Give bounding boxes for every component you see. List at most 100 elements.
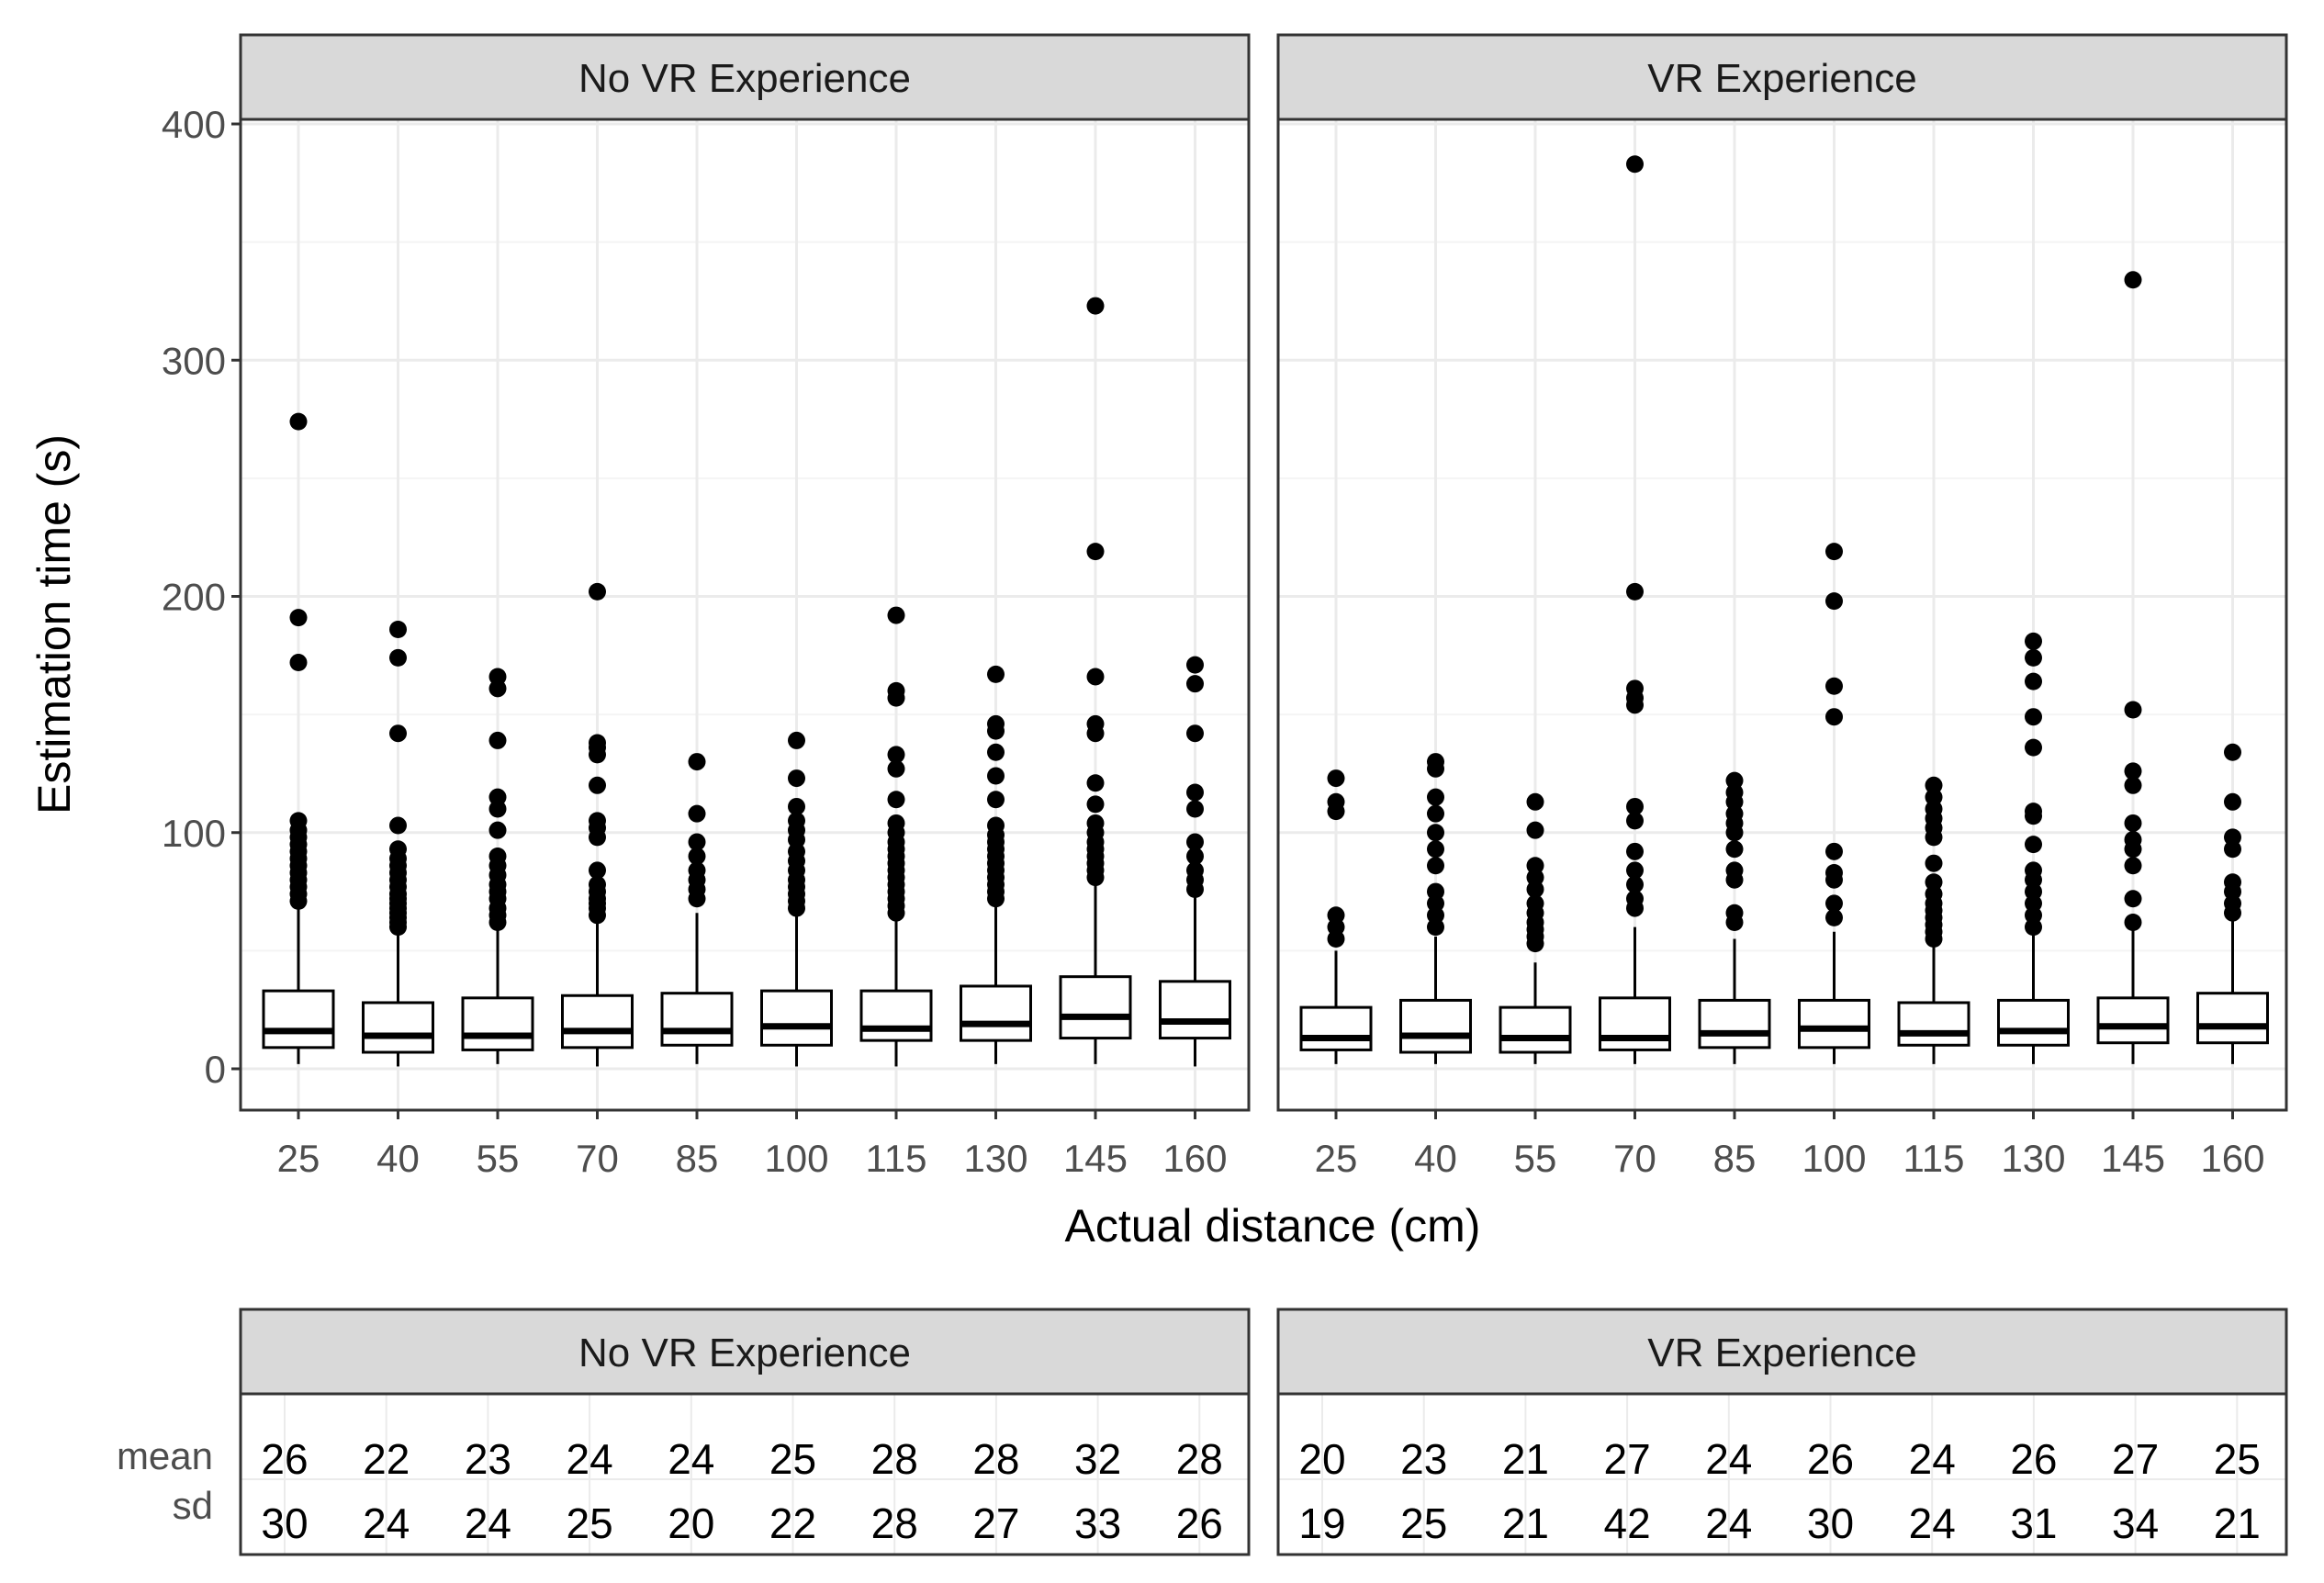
outlier-point — [1427, 788, 1444, 806]
facet-strip-label: No VR Experience — [578, 56, 911, 101]
outlier-point — [1925, 776, 1943, 794]
table-cell-mean: 28 — [972, 1435, 1019, 1483]
table-cell-sd: 24 — [1909, 1499, 1956, 1547]
table-cell-mean: 23 — [465, 1435, 511, 1483]
outlier-point — [1825, 592, 1843, 611]
outlier-point — [2025, 708, 2042, 726]
outlier-point — [688, 753, 706, 771]
table-cell-sd: 24 — [465, 1499, 511, 1547]
x-tick-label: 100 — [1802, 1137, 1866, 1180]
outlier-point — [1086, 814, 1105, 832]
table-border — [1276, 1392, 2288, 1556]
outlier-point — [1725, 771, 1744, 790]
box-130 — [1997, 632, 2070, 1064]
outlier-point — [788, 797, 805, 815]
outlier-point — [289, 654, 308, 672]
outlier-point — [389, 648, 407, 667]
panel-background — [241, 119, 1249, 1110]
box-115 — [1897, 776, 1970, 1064]
outlier-point — [2124, 830, 2142, 848]
facet-strip — [239, 33, 1251, 121]
box-iqr — [1059, 975, 1132, 1040]
y-tick-label: 300 — [162, 339, 226, 382]
outlier-point — [1086, 543, 1105, 561]
outlier-point — [1626, 155, 1644, 174]
x-tick-label: 115 — [866, 1137, 927, 1180]
facet-panel: VR Experience 25 40 55 70 85 100 115 130 145 160 — [1276, 33, 2288, 1180]
outlier-point — [2124, 857, 2142, 875]
panel-border — [239, 118, 1251, 1112]
outlier-point — [1186, 833, 1204, 851]
outlier-point — [2025, 836, 2042, 854]
x-tick-label: 70 — [576, 1137, 619, 1180]
box-iqr — [561, 994, 634, 1050]
y-axis-label: Estimation time (s) — [28, 434, 80, 814]
box-iqr — [461, 996, 534, 1051]
outlier-point — [488, 847, 507, 865]
table-cell-sd: 22 — [769, 1499, 816, 1547]
box-115 — [859, 606, 933, 1067]
outlier-point — [1086, 668, 1105, 686]
outlier-point — [1186, 800, 1204, 818]
outlier-point — [688, 847, 706, 865]
outlier-point — [2025, 648, 2042, 667]
table-cell-mean: 22 — [363, 1435, 410, 1483]
y-tick-label: 200 — [162, 576, 226, 619]
outlier-point — [1427, 804, 1444, 823]
outlier-point — [2224, 828, 2241, 847]
x-tick-label: 145 — [1063, 1137, 1128, 1180]
outlier-point — [1186, 724, 1204, 743]
outlier-point — [1725, 840, 1744, 859]
outlier-point — [887, 606, 905, 624]
box-145 — [1059, 297, 1132, 1064]
outlier-point — [1086, 297, 1105, 315]
outlier-point — [1626, 875, 1644, 893]
outlier-point — [1327, 906, 1345, 925]
table-cell-sd: 42 — [1604, 1499, 1651, 1547]
outlier-point — [1825, 908, 1843, 926]
table-cell-sd: 28 — [871, 1499, 918, 1547]
x-tick-label: 145 — [2101, 1137, 2165, 1180]
outlier-point — [688, 861, 706, 880]
table-cell-sd: 30 — [1807, 1499, 1854, 1547]
box-70 — [561, 582, 634, 1067]
table-border — [239, 1392, 1251, 1556]
box-160 — [1159, 656, 1231, 1067]
table-cell-sd: 30 — [261, 1499, 308, 1547]
outlier-point — [1526, 821, 1544, 839]
table-cell-mean: 24 — [567, 1435, 613, 1483]
outlier-point — [2025, 738, 2042, 757]
outlier-point — [688, 804, 706, 823]
table-cell-mean: 32 — [1074, 1435, 1121, 1483]
outlier-point — [1427, 857, 1444, 875]
outlier-point — [1086, 795, 1105, 814]
table-cell-mean: 28 — [871, 1435, 918, 1483]
table-background — [1278, 1394, 2286, 1555]
table-cell-mean: 20 — [1298, 1435, 1345, 1483]
outlier-point — [1427, 840, 1444, 859]
outlier-point — [1526, 894, 1544, 913]
outlier-point — [1186, 656, 1204, 674]
box-iqr — [960, 984, 1032, 1042]
box-iqr — [760, 989, 833, 1047]
table-cell-mean: 26 — [261, 1435, 308, 1483]
outlier-point — [2124, 776, 2142, 794]
outlier-point — [1327, 792, 1345, 811]
table-cell-sd: 21 — [2214, 1499, 2261, 1547]
table-cell-sd: 27 — [972, 1499, 1019, 1547]
outlier-point — [589, 812, 606, 830]
table-row-label: sd — [173, 1484, 213, 1527]
x-tick-label: 55 — [1514, 1137, 1557, 1180]
outlier-point — [1825, 894, 1843, 913]
outlier-point — [1526, 857, 1544, 875]
outlier-point — [788, 812, 805, 830]
table-cell-sd: 26 — [1176, 1499, 1223, 1547]
outlier-point — [589, 582, 606, 601]
outlier-point — [2124, 701, 2142, 719]
box-iqr — [262, 989, 335, 1050]
y-tick-label: 0 — [205, 1048, 226, 1091]
box-iqr — [1399, 998, 1472, 1054]
box-iqr — [859, 989, 933, 1042]
outlier-point — [1626, 861, 1644, 880]
